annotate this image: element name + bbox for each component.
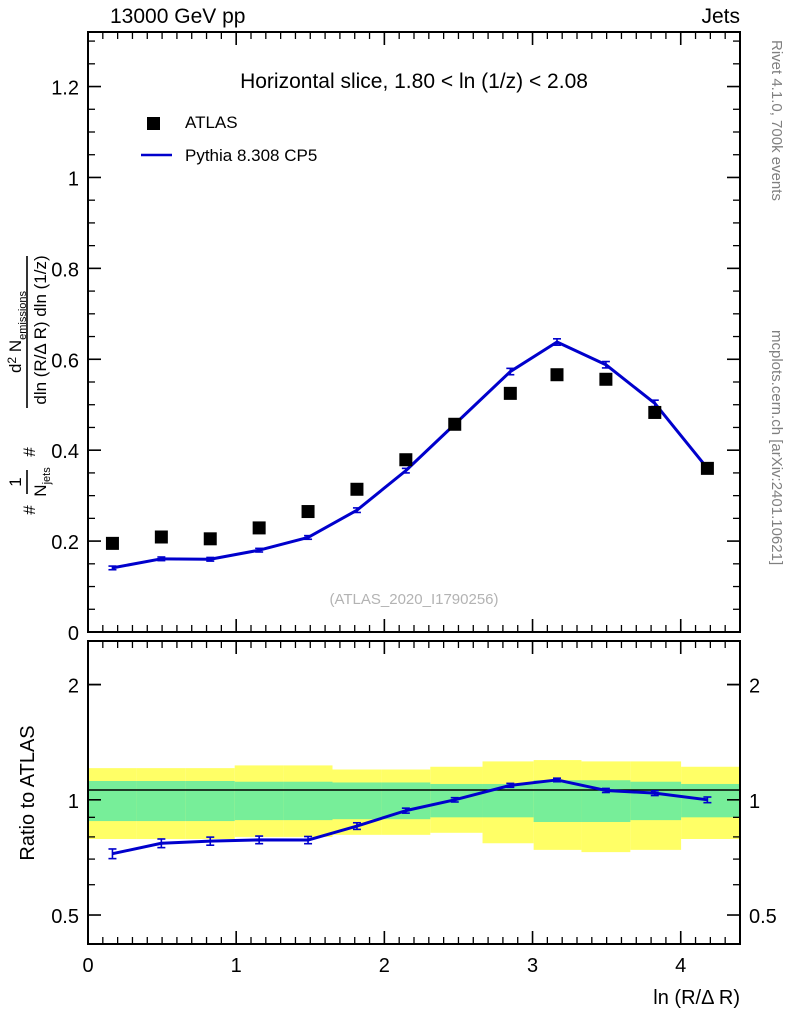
main-y-axis-label: d2 Nemissions dln (R/Δ R) dln (1/z) 1 Nj…	[5, 255, 53, 514]
atlas-data-marker	[599, 372, 613, 386]
x-tick-label: 1	[231, 955, 242, 977]
main-axis-ticks	[87, 32, 741, 633]
x-tick-label: 3	[527, 955, 538, 977]
main-y-tick-label: 0.8	[51, 259, 79, 281]
x-tick-label: 0	[82, 955, 93, 977]
ratio-band-inner	[136, 780, 186, 822]
main-panel: d2 Nemissions dln (R/Δ R) dln (1/z) 1 Nj…	[5, 31, 741, 645]
ratio-band-inner	[533, 780, 582, 823]
atlas-data-marker	[399, 453, 413, 467]
analysis-watermark: (ATLAS_2020_I1790256)	[329, 591, 498, 608]
atlas-data-marker	[550, 368, 564, 382]
ratio-y-axis-label: Ratio to ATLAS	[17, 725, 39, 860]
main-y-tick-labels: 0 0.2 0.4 0.6 0.8 1 1.2	[51, 78, 79, 645]
atlas-data-marker	[448, 417, 462, 431]
svg-text:Njets: Njets	[31, 467, 53, 497]
main-y-tick-label: 0.2	[51, 532, 79, 554]
ratio-y-tick-labels: 0.5 0.5 1 1 2 2	[51, 676, 777, 928]
ratio-band-inner	[283, 781, 333, 821]
x-tick-label: 2	[379, 955, 390, 977]
svg-text:d2 Nemissions: d2 Nemissions	[5, 290, 29, 373]
ratio-band-inner	[185, 780, 235, 822]
ratio-band-inner	[630, 781, 682, 821]
pythia-errorbars-ratio	[108, 777, 712, 860]
ratio-uncertainty-bands	[88, 760, 740, 853]
legend-label-atlas: ATLAS	[185, 113, 238, 132]
legend-marker-atlas	[147, 117, 160, 130]
x-axis-label: ln (R/Δ R)	[653, 987, 740, 1009]
mcplots-reference-label: mcplots.cern.ch [arXiv:2401.10621]	[768, 330, 785, 565]
x-tick-labels: 0 1 2 3 4	[82, 955, 686, 977]
ratio-y-tick-label-right: 0.5	[749, 906, 777, 928]
svg-text:#: #	[20, 505, 39, 515]
main-y-tick-label: 1.2	[51, 78, 79, 100]
atlas-data-marker	[301, 505, 315, 519]
ratio-y-tick-label: 1	[68, 791, 79, 813]
ratio-panel: 0.5 0.5 1 1 2 2 0 1 2 3 4 Ratio to ATLAS	[17, 640, 777, 977]
x-tick-label: 4	[675, 955, 686, 977]
ratio-y-tick-label-right: 1	[749, 791, 760, 813]
ratio-y-tick-label-right: 2	[749, 676, 760, 698]
legend: ATLAS Pythia 8.308 CP5	[141, 113, 317, 165]
ratio-y-tick-label: 0.5	[51, 906, 79, 928]
ratio-band-inner	[482, 783, 534, 818]
atlas-data-marker	[105, 536, 119, 550]
svg-text:dln (R/Δ R) dln (1/z): dln (R/Δ R) dln (1/z)	[31, 255, 50, 404]
ratio-band-inner	[681, 783, 740, 818]
ratio-band-inner	[88, 780, 137, 822]
rivet-version-label: Rivet 4.1.0, 700k events	[768, 40, 785, 201]
header-process-label: Jets	[701, 5, 740, 28]
ratio-y-tick-label: 2	[68, 676, 79, 698]
main-y-tick-label: 0.4	[51, 441, 79, 463]
ratio-band-inner	[234, 781, 284, 821]
atlas-markers-main	[105, 368, 714, 550]
main-y-tick-label: 0.6	[51, 350, 79, 372]
plot-title: Horizontal slice, 1.80 < ln (1/z) < 2.08	[240, 70, 588, 93]
legend-label-pythia: Pythia 8.308 CP5	[185, 146, 317, 165]
atlas-data-marker	[154, 530, 168, 544]
atlas-data-marker	[252, 521, 266, 535]
atlas-data-marker	[503, 386, 517, 400]
main-y-tick-label: 1	[68, 168, 79, 190]
header-beam-label: 13000 GeV pp	[110, 5, 245, 28]
atlas-data-marker	[700, 461, 714, 475]
ratio-axis-ticks	[87, 641, 741, 944]
svg-text:1: 1	[6, 477, 25, 486]
atlas-data-marker	[203, 532, 217, 546]
main-y-tick-label: 0	[68, 623, 79, 645]
atlas-data-marker	[350, 482, 364, 496]
svg-text:#: #	[20, 447, 39, 457]
atlas-data-marker	[648, 405, 662, 419]
ratio-band-inner	[332, 782, 382, 820]
